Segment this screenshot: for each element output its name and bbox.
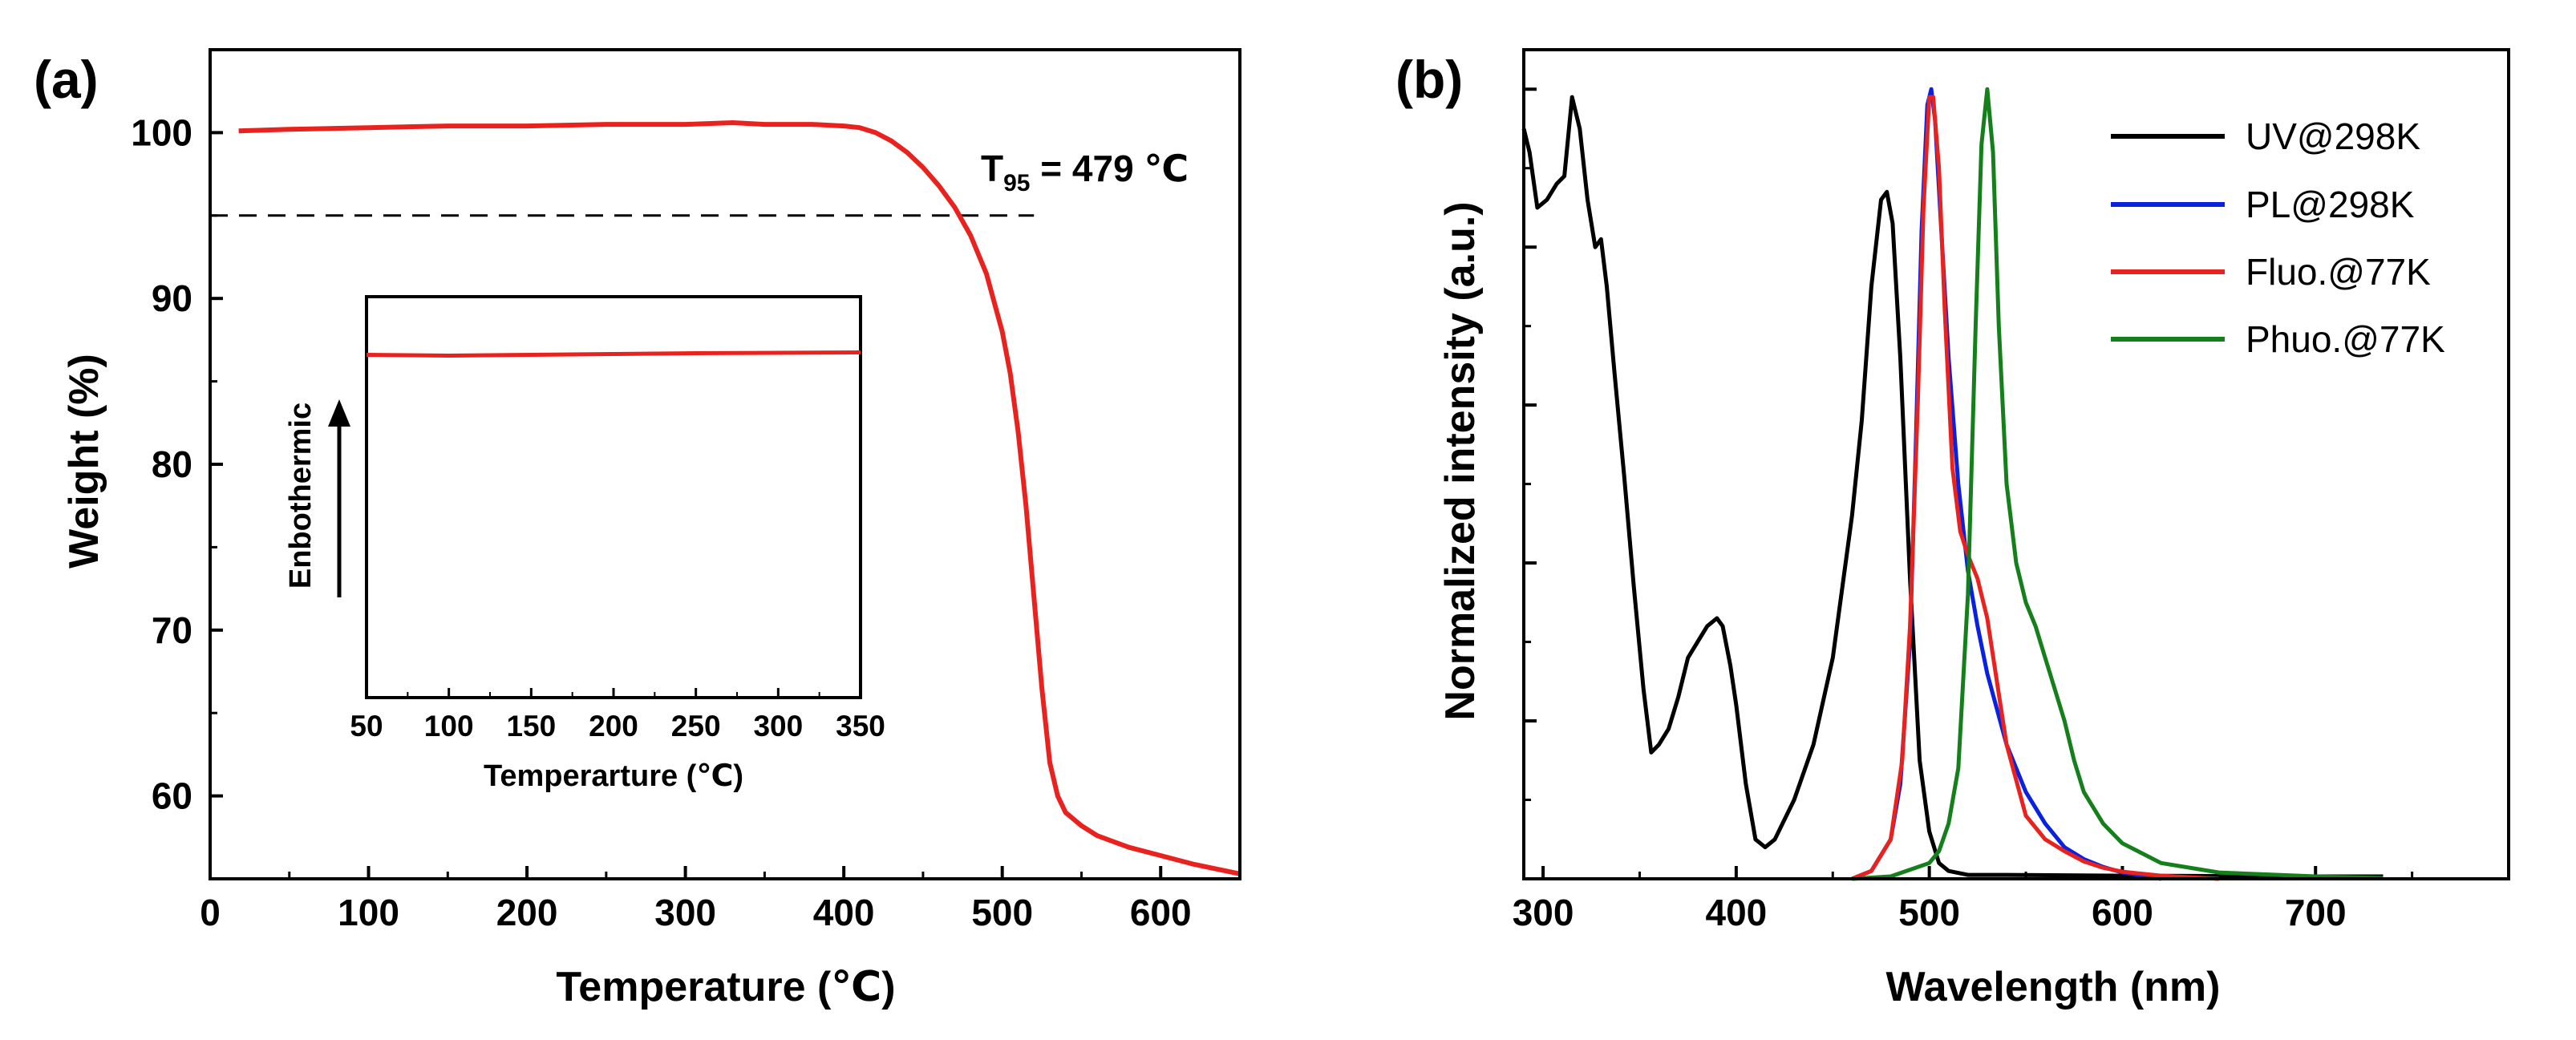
panel-b-x-tick-label: 400 (1705, 892, 1767, 933)
legend-label-phuo-77k: Phuo.@77K (2246, 318, 2445, 360)
panel-a-x-tick-label: 400 (813, 892, 875, 933)
t95-annotation: T95 = 479 ℃ (981, 148, 1189, 196)
dsc-inset-x-tick-label: 200 (589, 710, 638, 743)
dsc-inset-x-tick-label: 350 (836, 710, 885, 743)
panel-a-y-tick-label: 80 (152, 443, 192, 485)
panel-b-label: (b) (1395, 50, 1463, 109)
panel-b-frame (1522, 48, 2510, 880)
panel-b-x-tick-label: 700 (2285, 892, 2347, 933)
dsc-inset-x-tick-label: 50 (350, 710, 383, 743)
panel-a-x-tick-label: 500 (971, 892, 1033, 933)
dsc-inset-x-axis-title: Temperarture (℃) (484, 759, 743, 793)
panel-a-x-tick-label: 100 (338, 892, 399, 933)
panel-a-x-tick-label: 600 (1130, 892, 1192, 933)
dsc-inset-frame (365, 295, 862, 699)
uv-298k-curve (1521, 95, 2384, 879)
legend-label-pl-298k: PL@298K (2246, 184, 2415, 225)
panel-a-y-axis-title: Weight (%) (61, 354, 107, 569)
panel-a-x-tick-label: 0 (200, 892, 221, 933)
dsc-inset-x-tick-label: 100 (424, 710, 474, 743)
t95-annotation-value: = 479 ℃ (1030, 148, 1189, 189)
legend-label-uv-298k: UV@298K (2246, 115, 2420, 157)
dsc-curve (366, 350, 861, 358)
panel-b-x-tick-label: 600 (2092, 892, 2153, 933)
panel-b-legend: UV@298K PL@298K Fluo.@77K Phuo.@77K (2111, 115, 2445, 360)
fluo-77k-curve (1851, 95, 2219, 881)
dsc-inset-ticks: 50 100 150 200 250 300 350 (350, 688, 885, 743)
dsc-inset-y-axis-title: Enbothermic (284, 403, 318, 589)
dsc-inset-x-tick-label: 300 (753, 710, 803, 743)
tga-weight-curve (238, 120, 1241, 876)
panel-a-y-tick-label: 70 (152, 609, 192, 651)
endothermic-arrow-icon (328, 399, 350, 427)
t95-annotation-subscript: 95 (1003, 170, 1030, 196)
panel-a-x-axis-title: Temperature (℃) (556, 964, 895, 1010)
legend-label-fluo-77k: Fluo.@77K (2246, 251, 2431, 293)
panel-a-ticks: 0 100 200 300 400 500 600 60 70 80 90 100 (131, 111, 1191, 933)
panel-a-frame (209, 48, 1241, 880)
panel-a-y-tick-label: 90 (152, 277, 192, 319)
panel-a-label: (a) (34, 50, 99, 109)
panel-b-x-tick-label: 500 (1898, 892, 1960, 933)
dsc-inset-x-tick-label: 250 (671, 710, 721, 743)
panel-a-x-tick-label: 300 (654, 892, 716, 933)
panel-a-y-tick-label: 100 (131, 111, 192, 153)
dsc-inset-x-tick-label: 150 (506, 710, 556, 743)
t95-annotation-main: T (981, 148, 1003, 189)
panel-b-x-axis-title: Wavelength (nm) (1886, 964, 2221, 1010)
panel-b-y-axis-title: Normalized intensity (a.u.) (1437, 201, 1484, 720)
phuo-77k-curve (1852, 87, 2384, 881)
panel-a-x-tick-label: 200 (496, 892, 558, 933)
panel-b-x-tick-label: 300 (1513, 892, 1574, 933)
panel-a-y-tick-label: 60 (152, 775, 192, 817)
